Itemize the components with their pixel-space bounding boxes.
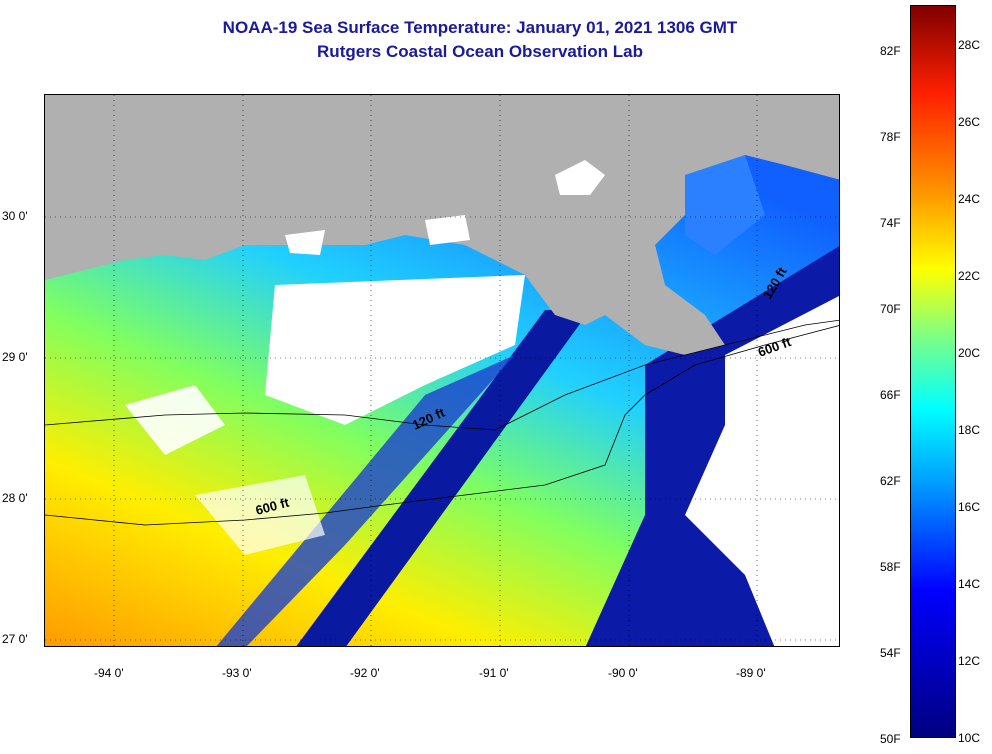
sst-map: 120 ft 600 ft 120 ft 600 ft xyxy=(44,94,840,647)
cb-c-22: 22C xyxy=(958,269,981,283)
cb-f-78: 78F xyxy=(880,130,901,144)
cb-c-10: 10C xyxy=(958,731,981,745)
sst-map-image: 120 ft 600 ft 120 ft 600 ft xyxy=(45,95,839,646)
cb-c-26: 26C xyxy=(958,115,981,129)
graticule xyxy=(45,95,839,646)
contour-600ft xyxy=(45,325,839,526)
sound-water xyxy=(685,155,765,255)
lat-label-28: 28 0' xyxy=(2,491,28,505)
contour-120ft xyxy=(45,319,839,431)
lon-label-90: -90 0' xyxy=(608,666,638,680)
cold-water-band xyxy=(296,310,590,646)
lake-1 xyxy=(285,230,325,255)
cb-c-24: 24C xyxy=(958,192,981,206)
cloud-over-land xyxy=(555,160,605,195)
cb-c-16: 16C xyxy=(958,500,981,514)
cb-f-82: 82F xyxy=(880,44,901,58)
cloud-patch-west xyxy=(125,385,225,455)
cb-f-50: 50F xyxy=(880,732,901,746)
cb-f-58: 58F xyxy=(880,560,901,574)
cloud-mask-central xyxy=(265,275,525,425)
cloud-mask-east xyxy=(685,296,839,646)
lon-label-91: -91 0' xyxy=(479,666,509,680)
lon-label-92: -92 0' xyxy=(350,666,380,680)
cloud-patch-southwest xyxy=(195,475,325,555)
cb-f-54: 54F xyxy=(880,646,901,660)
map-title: NOAA-19 Sea Surface Temperature: January… xyxy=(222,18,738,37)
lat-label-27: 27 0' xyxy=(2,632,28,646)
lake-2 xyxy=(425,215,470,245)
cb-f-70: 70F xyxy=(880,302,901,316)
temperature-colorbar xyxy=(910,5,956,738)
lon-label-93: -93 0' xyxy=(222,666,252,680)
map-subtitle: Rutgers Coastal Ocean Observation Lab xyxy=(317,42,643,61)
cb-c-14: 14C xyxy=(958,577,981,591)
cb-c-20: 20C xyxy=(958,346,981,360)
lat-label-29: 29 0' xyxy=(2,350,28,364)
cb-f-62: 62F xyxy=(880,474,901,488)
cb-c-18: 18C xyxy=(958,423,981,437)
lat-label-30: 30 0' xyxy=(2,209,28,223)
cb-f-74: 74F xyxy=(880,216,901,230)
cb-f-66: 66F xyxy=(880,388,901,402)
cool-water-band xyxy=(216,355,515,646)
lon-label-89: -89 0' xyxy=(736,666,766,680)
cb-c-12: 12C xyxy=(958,654,981,668)
cb-c-28: 28C xyxy=(958,38,981,52)
lon-label-94: -94 0' xyxy=(94,666,124,680)
